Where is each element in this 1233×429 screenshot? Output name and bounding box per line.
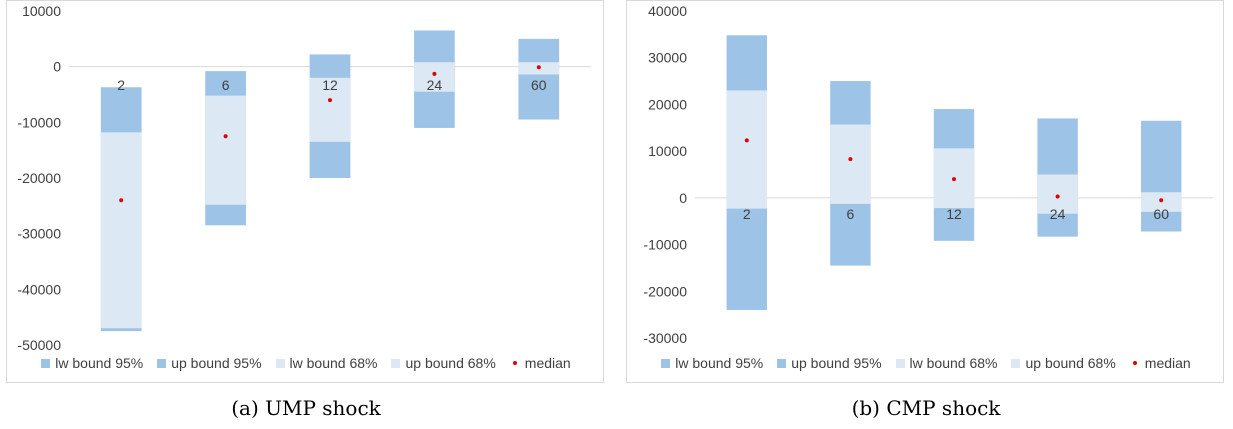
median-point <box>1055 194 1060 199</box>
bar-68-band <box>726 90 768 209</box>
legend-item: lw bound 68% <box>895 355 998 371</box>
bar-68-band <box>830 124 871 204</box>
legend-label: lw bound 95% <box>675 355 764 371</box>
legend-swatch <box>391 358 401 368</box>
bar-95-band <box>518 38 560 120</box>
legend-item: up bound 95% <box>157 355 262 371</box>
legend-dot-marker <box>1132 361 1137 365</box>
legend-swatch <box>1011 358 1021 368</box>
bar-68-band <box>205 95 246 205</box>
bar-95-band <box>1140 120 1182 232</box>
legend-swatch <box>157 358 167 368</box>
legend-item: up bound 68% <box>391 355 496 371</box>
legend-label: median <box>1144 355 1191 371</box>
legend-label: median <box>524 355 571 371</box>
legend-label: lw bound 68% <box>289 355 378 371</box>
caption: (b) CMP shock <box>851 396 1001 420</box>
legend: lw bound 95% up bound 95% lw bound 68% up b… <box>7 355 605 371</box>
category-label: 6 <box>847 206 855 222</box>
category-label: 2 <box>743 206 751 222</box>
legend-label: up bound 95% <box>171 355 262 371</box>
y-tick-label: 20000 <box>648 96 687 112</box>
chart-svg: 10000 0 -10000 -20000 -30000 -40000 -50000 2 6 12… <box>17 3 591 353</box>
legend-swatch <box>777 358 787 368</box>
caption: (a) UMP shock <box>231 396 381 420</box>
y-tick-label: 10000 <box>648 143 687 159</box>
y-tick-label: -10000 <box>17 114 61 130</box>
legend-label: lw bound 68% <box>909 355 998 371</box>
y-tick-label: -40000 <box>17 281 61 297</box>
y-tick-label: 0 <box>53 59 61 75</box>
bar-68-band <box>414 62 455 92</box>
median-point <box>432 71 437 76</box>
bar-68-band <box>1037 174 1078 214</box>
category-label: 24 <box>427 77 443 93</box>
category-label: 6 <box>222 77 230 93</box>
chart-area: 10000 0 -10000 -20000 -30000 -40000 -50000 2 6 12… <box>6 0 604 383</box>
y-tick-label: 10000 <box>22 3 61 19</box>
legend-swatch <box>661 358 671 368</box>
y-tick-label: -50000 <box>17 337 61 353</box>
legend-item: lw bound 95% <box>661 355 763 371</box>
y-tick-label: -30000 <box>17 226 61 242</box>
y-tick-label: 30000 <box>648 50 687 66</box>
legend-item: lw bound 68% <box>275 355 378 371</box>
legend: lw bound 95% up bound 95% lw bound 68% up b… <box>627 355 1225 371</box>
legend-item: up bound 95% <box>777 355 882 371</box>
legend-swatch <box>275 358 285 368</box>
y-tick-label: -20000 <box>17 170 61 186</box>
median-point <box>223 134 228 139</box>
category-label: 2 <box>117 77 125 93</box>
y-tick-label: -30000 <box>643 330 687 346</box>
median-point <box>744 138 749 143</box>
y-tick-label: -10000 <box>643 237 687 253</box>
median-point <box>328 98 332 103</box>
bar-68-band <box>309 77 351 142</box>
y-tick-label: 0 <box>679 190 687 206</box>
legend-swatch <box>895 358 905 368</box>
y-tick-label: 40000 <box>648 3 687 19</box>
median-point <box>952 177 956 182</box>
legend-item: up bound 68% <box>1011 355 1116 371</box>
median-point <box>848 157 853 162</box>
legend-item: lw bound 95% <box>41 355 143 371</box>
legend-item: median <box>510 355 571 371</box>
category-label: 60 <box>531 77 547 93</box>
legend-swatch <box>41 358 51 368</box>
median-point <box>1159 198 1164 203</box>
legend-label: up bound 95% <box>791 355 882 371</box>
category-label: 12 <box>322 77 338 93</box>
category-label: 24 <box>1050 206 1066 222</box>
category-label: 12 <box>946 206 962 222</box>
legend-label: up bound 68% <box>405 355 496 371</box>
y-tick-label: -20000 <box>643 283 687 299</box>
chart-area: 40000 30000 20000 10000 0 -10000 -20000 -30000 2… <box>626 0 1224 383</box>
median-point <box>536 65 541 70</box>
legend-item: median <box>1130 355 1191 371</box>
category-label: 60 <box>1153 206 1169 222</box>
panel-cmp: 40000 30000 20000 10000 0 -10000 -20000 -30000 2… <box>626 0 1226 429</box>
chart-svg: 40000 30000 20000 10000 0 -10000 -20000 -30000 2… <box>643 3 1213 346</box>
panel-ump: 10000 0 -10000 -20000 -30000 -40000 -50000 2 6 12… <box>6 0 606 429</box>
legend-label: lw bound 95% <box>55 355 144 371</box>
legend-dot-marker <box>512 361 517 365</box>
legend-label: up bound 68% <box>1025 355 1116 371</box>
median-point <box>119 198 124 203</box>
bar-68-band <box>100 132 142 329</box>
